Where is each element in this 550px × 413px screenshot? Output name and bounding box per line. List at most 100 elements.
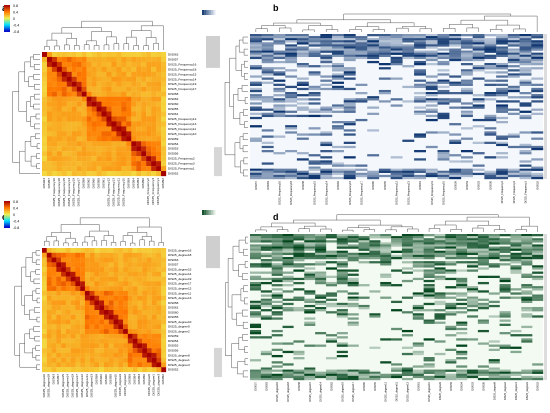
heatmap-cell — [390, 168, 403, 171]
heatmap-cell — [445, 369, 457, 372]
heatmap-cell — [156, 151, 162, 157]
heatmap-cell — [519, 54, 532, 57]
heatmap-cell — [51, 81, 58, 87]
heatmap-cell — [477, 371, 489, 374]
heatmap-cell — [273, 52, 286, 55]
heatmap-cell — [141, 66, 147, 72]
heatmap-cell — [484, 83, 497, 86]
column-label: DIS058 — [301, 180, 305, 189]
heatmap-cell — [161, 161, 167, 167]
heatmap-cell — [146, 286, 152, 292]
heatmap-cell — [56, 161, 62, 167]
heatmap-cell — [131, 141, 137, 147]
heatmap-cell — [296, 65, 309, 68]
heatmap-cell — [325, 298, 338, 301]
legend-tick-label: 0 — [13, 17, 15, 21]
heatmap-cell — [151, 362, 157, 368]
heatmap-cell — [293, 377, 305, 381]
heatmap-cell — [315, 375, 327, 379]
heatmap-cell — [347, 344, 359, 347]
heatmap-cell — [126, 126, 132, 132]
heatmap-cell — [131, 131, 137, 137]
heatmap-cell — [460, 52, 473, 55]
heatmap-cell — [477, 307, 489, 310]
heatmap-cell — [519, 92, 532, 95]
heatmap-cell — [460, 160, 473, 163]
heatmap-cell — [250, 36, 262, 39]
heatmap-cell — [108, 324, 114, 330]
dendrogram-branch — [143, 45, 149, 50]
heatmap-cell — [285, 50, 298, 53]
heatmap-cell — [156, 257, 162, 263]
column-label: DIS055 — [373, 381, 377, 390]
heatmap-cell — [358, 240, 370, 243]
row-label: DIS058 — [168, 92, 179, 96]
heatmap-cell — [137, 300, 143, 306]
heatmap-cell — [86, 126, 92, 132]
heatmap-cell — [531, 67, 544, 70]
heatmap-cell — [142, 310, 148, 315]
heatmap-cell — [66, 61, 72, 68]
heatmap-cell — [113, 252, 119, 258]
heatmap-cell — [91, 136, 97, 142]
heatmap-cell — [126, 116, 132, 122]
heatmap-cell — [531, 40, 544, 43]
heatmap-cell — [336, 240, 348, 243]
dendrogram-branch — [123, 43, 130, 50]
legend-swatch — [213, 210, 215, 215]
column-label: DIS25_degree19 — [70, 374, 74, 398]
column-label: DIS25_degree10 — [113, 374, 117, 398]
legend-swatch — [4, 19, 10, 21]
heatmap-cell — [402, 44, 415, 47]
heatmap-cell — [161, 71, 167, 77]
heatmap-cell — [161, 101, 167, 107]
heatmap-cell — [91, 166, 97, 172]
heatmap-cell — [250, 250, 262, 253]
heatmap-cell — [532, 246, 544, 249]
heatmap-cell — [131, 106, 137, 112]
column-label: DIS056 — [141, 178, 145, 189]
heatmap-cell — [402, 36, 415, 39]
heatmap-cell — [499, 286, 511, 289]
heatmap-cell — [390, 58, 403, 62]
heatmap-cell — [282, 302, 294, 306]
heatmap-cell — [484, 98, 497, 101]
heatmap-cell — [104, 314, 109, 320]
column-label: DIS061 — [416, 381, 420, 390]
heatmap-cell — [56, 357, 62, 363]
heatmap-cell — [456, 234, 468, 237]
heatmap-cell — [136, 86, 142, 92]
heatmap-cell — [336, 236, 348, 239]
heatmap-cell — [532, 377, 544, 381]
heatmap-cell — [151, 286, 157, 292]
heatmap-cell — [132, 329, 138, 334]
heatmap-cell — [449, 52, 462, 55]
heatmap-cell — [507, 54, 520, 57]
heatmap-cell — [250, 137, 262, 140]
heatmap-cell — [260, 373, 272, 377]
heatmap-cell — [136, 76, 142, 82]
heatmap-cell — [521, 307, 533, 310]
heatmap-cell — [434, 296, 446, 299]
dendrogram-branch — [34, 83, 40, 90]
heatmap-cell — [65, 314, 71, 320]
heatmap-cell — [434, 292, 446, 295]
heatmap-cell — [332, 63, 344, 66]
heatmap-cell — [315, 273, 327, 276]
heatmap-cell — [378, 40, 391, 43]
heatmap-cell — [123, 348, 128, 354]
heatmap-cell — [261, 145, 274, 149]
dendrogram-branch — [19, 150, 40, 174]
heatmap-cell — [484, 176, 497, 180]
heatmap-cell — [449, 56, 462, 60]
heatmap-cell — [320, 110, 333, 113]
heatmap-cell — [401, 238, 413, 241]
heatmap-cell — [391, 327, 403, 331]
heatmap-cell — [250, 112, 262, 115]
heatmap-cell — [293, 234, 305, 237]
heatmap-cell — [320, 133, 333, 136]
legend-swatch — [4, 208, 10, 210]
heatmap-cell — [521, 238, 533, 241]
heatmap-cell — [425, 83, 438, 86]
heatmap-cell — [472, 77, 485, 80]
